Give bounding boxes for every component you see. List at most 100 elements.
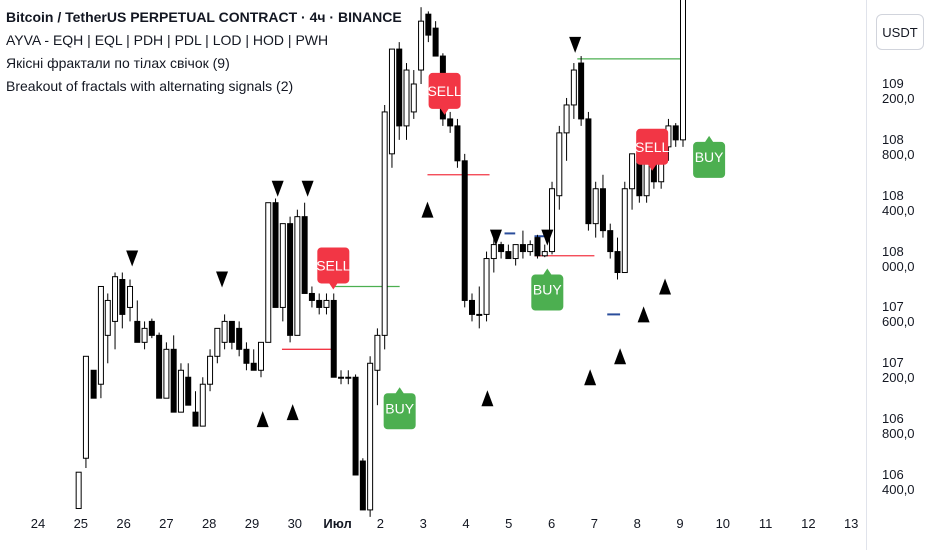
time-tick-label: 12 (801, 516, 816, 531)
chart-legend: Bitcoin / TetherUS PERPETUAL CONTRACT · … (6, 6, 402, 98)
candle-body (243, 348, 250, 364)
candle-body (527, 244, 534, 253)
candle-body (127, 285, 134, 308)
signal-text: SELL (316, 257, 350, 273)
sell-signal-label[interactable]: SELL (316, 247, 351, 290)
time-tick-label: 5 (505, 516, 513, 531)
candle-body (228, 320, 235, 343)
signal-text: SELL (635, 139, 669, 155)
candle-body (156, 334, 163, 399)
candle-body (396, 48, 403, 127)
fractal-up-triangle (286, 404, 299, 421)
candle-body (629, 153, 636, 190)
fractal-up-triangle (481, 390, 494, 407)
signal-bubble (531, 268, 564, 311)
buy-signal-label[interactable]: BUY (531, 268, 564, 311)
candle-body (272, 202, 279, 308)
symbol-title[interactable]: Bitcoin / TetherUS PERPETUAL CONTRACT · … (6, 9, 402, 25)
candle-body (432, 27, 439, 57)
candle-body (367, 362, 374, 511)
time-tick-label: 10 (715, 516, 731, 531)
candle-body (672, 125, 679, 141)
time-tick-label: 26 (116, 516, 131, 531)
fractal-up-triangle (637, 306, 650, 323)
time-tick-label: 8 (633, 516, 641, 531)
candle-body (374, 334, 381, 371)
candle-body (170, 348, 177, 413)
candle-body (410, 83, 417, 113)
fractal-down-triangle (489, 229, 502, 246)
candle-body (308, 292, 315, 301)
price-tick-label: 107 600,0 (882, 299, 915, 330)
fractal-down-triangle (271, 180, 284, 197)
sell-signal-label[interactable]: SELL (635, 128, 670, 171)
candle-body (476, 313, 483, 316)
candle-body (279, 223, 286, 308)
fractal-down-triangle (126, 250, 139, 267)
candle-body (468, 299, 475, 315)
fractal-up-triangle (584, 369, 597, 386)
candle-body (330, 299, 337, 378)
candle-body (250, 362, 257, 371)
price-tick-label: 109 200,0 (882, 76, 915, 106)
candle-body (338, 376, 345, 379)
indicator-breakout[interactable]: Breakout of fractals with alternating si… (6, 78, 294, 94)
signal-text: BUY (533, 282, 562, 298)
candle-body (578, 62, 585, 120)
candle-body (199, 383, 206, 427)
candle-body (163, 348, 170, 399)
candle-body (345, 376, 352, 379)
candle-body (607, 230, 614, 253)
indicator-fractals[interactable]: Якісні фрактали по тілах свічок (9) (6, 55, 230, 71)
candle-body (388, 48, 395, 155)
time-tick-label: 29 (244, 516, 260, 531)
signal-bubble (636, 128, 669, 171)
buy-signal-label[interactable]: BUY (693, 135, 726, 178)
candle-body (425, 13, 432, 36)
candle-body (82, 355, 89, 459)
candle-body (614, 251, 621, 274)
fractal-up-triangle (421, 201, 434, 218)
candle-body (316, 299, 323, 308)
candle-body (447, 118, 454, 127)
price-tick-label: 107 200,0 (882, 355, 915, 386)
candle-body (134, 320, 141, 343)
buy-signal-label[interactable]: BUY (383, 387, 416, 430)
fractal-down-triangle (541, 229, 554, 246)
fractal-down-triangle (301, 180, 314, 197)
candle-body (207, 355, 214, 385)
indicator-ayva[interactable]: AYVA - EQH | EQL | PDH | PDL | LOD | HOD… (6, 32, 329, 48)
candle-body (323, 299, 330, 308)
price-tick-label: 106 800,0 (882, 411, 915, 442)
candle-body (185, 376, 192, 406)
candle-body (563, 104, 570, 134)
price-tick-label: 108 000,0 (882, 243, 915, 274)
time-tick-label: 27 (159, 516, 174, 531)
candle-body (498, 244, 505, 253)
candle-body (570, 69, 577, 106)
signal-bubble (428, 72, 461, 115)
time-tick-label: 25 (73, 516, 89, 531)
candle-body (236, 327, 243, 350)
candle-body (556, 132, 563, 197)
currency-button[interactable]: USDT (876, 14, 924, 50)
candle-body (301, 216, 308, 294)
fractal-up-triangle (614, 348, 627, 365)
candle-body (541, 251, 548, 257)
time-tick-label: 6 (547, 516, 556, 531)
fractal-up-triangle (659, 278, 672, 295)
candle-body (192, 411, 199, 427)
time-tick-label: 2 (376, 516, 385, 531)
sell-signal-label[interactable]: SELL (427, 72, 462, 115)
price-tick-label: 108 400,0 (882, 187, 915, 218)
candle-body (75, 471, 82, 510)
candle-body (119, 279, 126, 315)
candle-body (359, 460, 366, 511)
signal-text: BUY (695, 149, 724, 165)
candle-body (679, 0, 686, 141)
candle-body (549, 188, 556, 253)
candle-body (265, 202, 272, 343)
candle-body (461, 160, 468, 301)
candle-body (287, 223, 294, 336)
